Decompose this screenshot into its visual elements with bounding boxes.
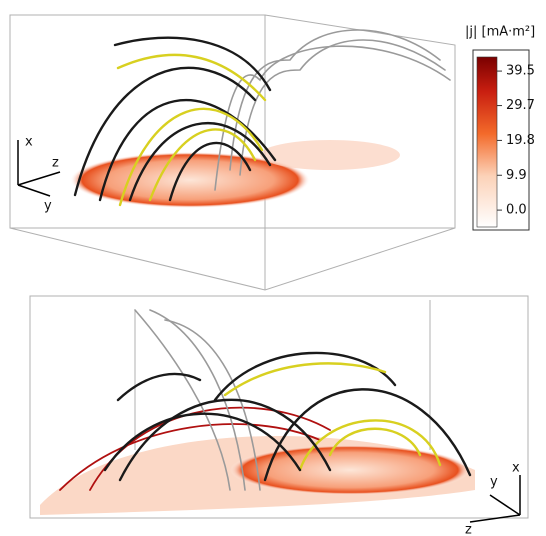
colorbar: |j| [mA·m²]	[465, 25, 535, 231]
colorbar-title: |j| [mA·m²]	[465, 25, 535, 40]
top-panel: x z y	[10, 15, 455, 290]
axis-label: z	[52, 156, 59, 171]
colorbar-tick-label: 29.7	[506, 98, 535, 113]
axis-label: x	[512, 461, 520, 476]
colorbar-tick-label: 9.9	[506, 168, 527, 183]
axis-label: y	[490, 475, 498, 490]
bottom-panel: x y z	[30, 296, 528, 536]
colorbar-tick-label: 39.5	[506, 64, 535, 79]
field-line	[118, 374, 200, 400]
field-line	[215, 353, 395, 400]
colorbar-tick-label: 19.8	[506, 133, 535, 148]
axis-label: y	[44, 199, 52, 214]
current-patch	[260, 140, 400, 170]
axis-label: z	[465, 523, 472, 536]
figure: x z y |j| [mA·m²] x y z 39.529.719.89.	[0, 0, 546, 536]
axis-label: x	[25, 135, 33, 150]
colorbar-bar	[477, 57, 497, 227]
colorbar-tick-label: 0.0	[506, 203, 527, 218]
